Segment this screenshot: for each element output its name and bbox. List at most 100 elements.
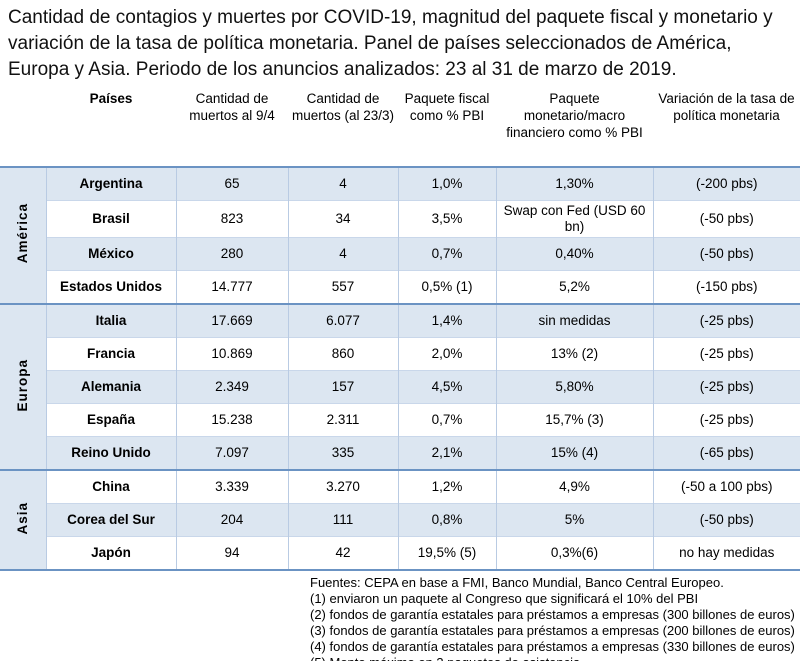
country-cell: Francia bbox=[45, 337, 176, 371]
table-header: Países Cantidad de muertos al 9/4 Cantid… bbox=[0, 86, 800, 167]
table-row: Alemania 2.349 157 4,5% 5,80% (-25 pbs) bbox=[0, 370, 800, 404]
deaths-apr9-cell: 7.097 bbox=[175, 436, 288, 470]
rate-change-cell: (-200 pbs) bbox=[652, 166, 800, 201]
fiscal-cell: 0,5% (1) bbox=[397, 270, 496, 304]
fiscal-cell: 3,5% bbox=[397, 200, 496, 238]
table-title: Cantidad de contagios y muertes por COVI… bbox=[8, 7, 773, 80]
rate-change-cell: no hay medidas bbox=[652, 536, 800, 570]
country-cell: Italia bbox=[45, 303, 176, 338]
region-label-asia: Asia bbox=[0, 470, 46, 570]
country-cell: Japón bbox=[45, 536, 176, 570]
deaths-apr9-cell: 94 bbox=[175, 536, 288, 570]
country-cell: México bbox=[45, 237, 176, 271]
table-row: Europa Italia 17.669 6.077 1,4% sin medi… bbox=[0, 303, 800, 470]
covid-data-table: Países Cantidad de muertos al 9/4 Cantid… bbox=[0, 86, 800, 571]
rate-change-cell: (-50 pbs) bbox=[652, 200, 800, 238]
table-row: Estados Unidos 14.777 557 0,5% (1) 5,2% … bbox=[0, 270, 800, 304]
monetary-cell: 0,40% bbox=[495, 237, 653, 271]
table-row: Asia China 3.339 3.270 1,2% 4,9% (-50 a … bbox=[0, 469, 800, 570]
monetary-cell: 0,3%(6) bbox=[495, 536, 653, 570]
rate-change-cell: (-50 pbs) bbox=[652, 503, 800, 537]
header-paises: Países bbox=[46, 86, 176, 167]
header-deaths-mar23: Cantidad de muertos (al 23/3) bbox=[288, 86, 398, 167]
header-monetary: Paquete monetario/macro financiero como … bbox=[496, 86, 653, 167]
footnote-5: (5) Monto máximo en 3 paquetes de asiste… bbox=[310, 655, 796, 661]
table-row: España 15.238 2.311 0,7% 15,7% (3) (-25 … bbox=[0, 403, 800, 437]
header-fiscal: Paquete fiscal como % PBI bbox=[398, 86, 496, 167]
deaths-apr9-cell: 65 bbox=[175, 166, 288, 201]
region-label-text: Asia bbox=[14, 501, 30, 535]
fiscal-cell: 1,4% bbox=[397, 303, 496, 338]
group-america: América Argentina 65 4 1,0% 1,30% (-200 … bbox=[0, 166, 800, 304]
rate-change-cell: (-25 pbs) bbox=[652, 337, 800, 371]
country-cell: Corea del Sur bbox=[45, 503, 176, 537]
deaths-apr9-cell: 204 bbox=[175, 503, 288, 537]
table-row: Francia 10.869 860 2,0% 13% (2) (-25 pbs… bbox=[0, 337, 800, 371]
fiscal-cell: 2,1% bbox=[397, 436, 496, 470]
monetary-cell: 5,2% bbox=[495, 270, 653, 304]
region-label-text: Europa bbox=[14, 358, 30, 412]
deaths-mar23-cell: 4 bbox=[287, 166, 398, 201]
table-row: América Argentina 65 4 1,0% 1,30% (-200 … bbox=[0, 166, 800, 304]
monetary-cell: 5% bbox=[495, 503, 653, 537]
fiscal-cell: 2,0% bbox=[397, 337, 496, 371]
deaths-mar23-cell: 335 bbox=[287, 436, 398, 470]
deaths-apr9-cell: 2.349 bbox=[175, 370, 288, 404]
footnotes-block: Fuentes: CEPA en base a FMI, Banco Mundi… bbox=[0, 571, 800, 661]
deaths-apr9-cell: 15.238 bbox=[175, 403, 288, 437]
deaths-mar23-cell: 111 bbox=[287, 503, 398, 537]
table-row: Japón 94 42 19,5% (5) 0,3%(6) no hay med… bbox=[0, 536, 800, 570]
deaths-mar23-cell: 557 bbox=[287, 270, 398, 304]
monetary-cell: 4,9% bbox=[495, 469, 653, 504]
deaths-apr9-cell: 280 bbox=[175, 237, 288, 271]
deaths-apr9-cell: 823 bbox=[175, 200, 288, 238]
deaths-mar23-cell: 4 bbox=[287, 237, 398, 271]
header-rate-change: Variación de la tasa de política monetar… bbox=[653, 86, 800, 167]
deaths-mar23-cell: 3.270 bbox=[287, 469, 398, 504]
rate-change-cell: (-25 pbs) bbox=[652, 370, 800, 404]
table-row: Corea del Sur 204 111 0,8% 5% (-50 pbs) bbox=[0, 503, 800, 537]
footnote-4: (4) fondos de garantía estatales para pr… bbox=[310, 639, 795, 654]
monetary-cell: 15% (4) bbox=[495, 436, 653, 470]
table-row: Brasil 823 34 3,5% Swap con Fed (USD 60 … bbox=[0, 200, 800, 238]
monetary-cell: 1,30% bbox=[495, 166, 653, 201]
country-cell: Estados Unidos bbox=[45, 270, 176, 304]
country-cell: Reino Unido bbox=[45, 436, 176, 470]
deaths-mar23-cell: 6.077 bbox=[287, 303, 398, 338]
region-label-text: América bbox=[14, 203, 30, 264]
deaths-apr9-cell: 3.339 bbox=[175, 469, 288, 504]
monetary-cell: 15,7% (3) bbox=[495, 403, 653, 437]
deaths-mar23-cell: 860 bbox=[287, 337, 398, 371]
table-row: México 280 4 0,7% 0,40% (-50 pbs) bbox=[0, 237, 800, 271]
rate-change-cell: (-65 pbs) bbox=[652, 436, 800, 470]
rate-change-cell: (-25 pbs) bbox=[652, 303, 800, 338]
footnote-1: (1) enviaron un paquete al Congreso que … bbox=[310, 591, 699, 606]
deaths-mar23-cell: 34 bbox=[287, 200, 398, 238]
deaths-apr9-cell: 14.777 bbox=[175, 270, 288, 304]
monetary-cell: 5,80% bbox=[495, 370, 653, 404]
rate-change-cell: (-25 pbs) bbox=[652, 403, 800, 437]
table-row: Reino Unido 7.097 335 2,1% 15% (4) (-65 … bbox=[0, 436, 800, 470]
monetary-cell: Swap con Fed (USD 60 bn) bbox=[495, 200, 653, 238]
rate-change-cell: (-50 a 100 pbs) bbox=[652, 469, 800, 504]
footnote-2: (2) fondos de garantía estatales para pr… bbox=[310, 607, 795, 622]
sources-line: Fuentes: CEPA en base a FMI, Banco Mundi… bbox=[310, 575, 724, 590]
group-europa: Europa Italia 17.669 6.077 1,4% sin medi… bbox=[0, 303, 800, 470]
region-label-europa: Europa bbox=[0, 304, 46, 470]
monetary-cell: 13% (2) bbox=[495, 337, 653, 371]
fiscal-cell: 0,7% bbox=[397, 237, 496, 271]
fiscal-cell: 0,8% bbox=[397, 503, 496, 537]
corner-cell bbox=[0, 86, 46, 167]
deaths-apr9-cell: 10.869 bbox=[175, 337, 288, 371]
deaths-apr9-cell: 17.669 bbox=[175, 303, 288, 338]
country-cell: China bbox=[45, 469, 176, 504]
deaths-mar23-cell: 42 bbox=[287, 536, 398, 570]
country-cell: Brasil bbox=[45, 200, 176, 238]
fiscal-cell: 0,7% bbox=[397, 403, 496, 437]
country-cell: España bbox=[45, 403, 176, 437]
fiscal-cell: 1,2% bbox=[397, 469, 496, 504]
rate-change-cell: (-50 pbs) bbox=[652, 237, 800, 271]
rate-change-cell: (-150 pbs) bbox=[652, 270, 800, 304]
group-asia: Asia China 3.339 3.270 1,2% 4,9% (-50 a … bbox=[0, 469, 800, 570]
